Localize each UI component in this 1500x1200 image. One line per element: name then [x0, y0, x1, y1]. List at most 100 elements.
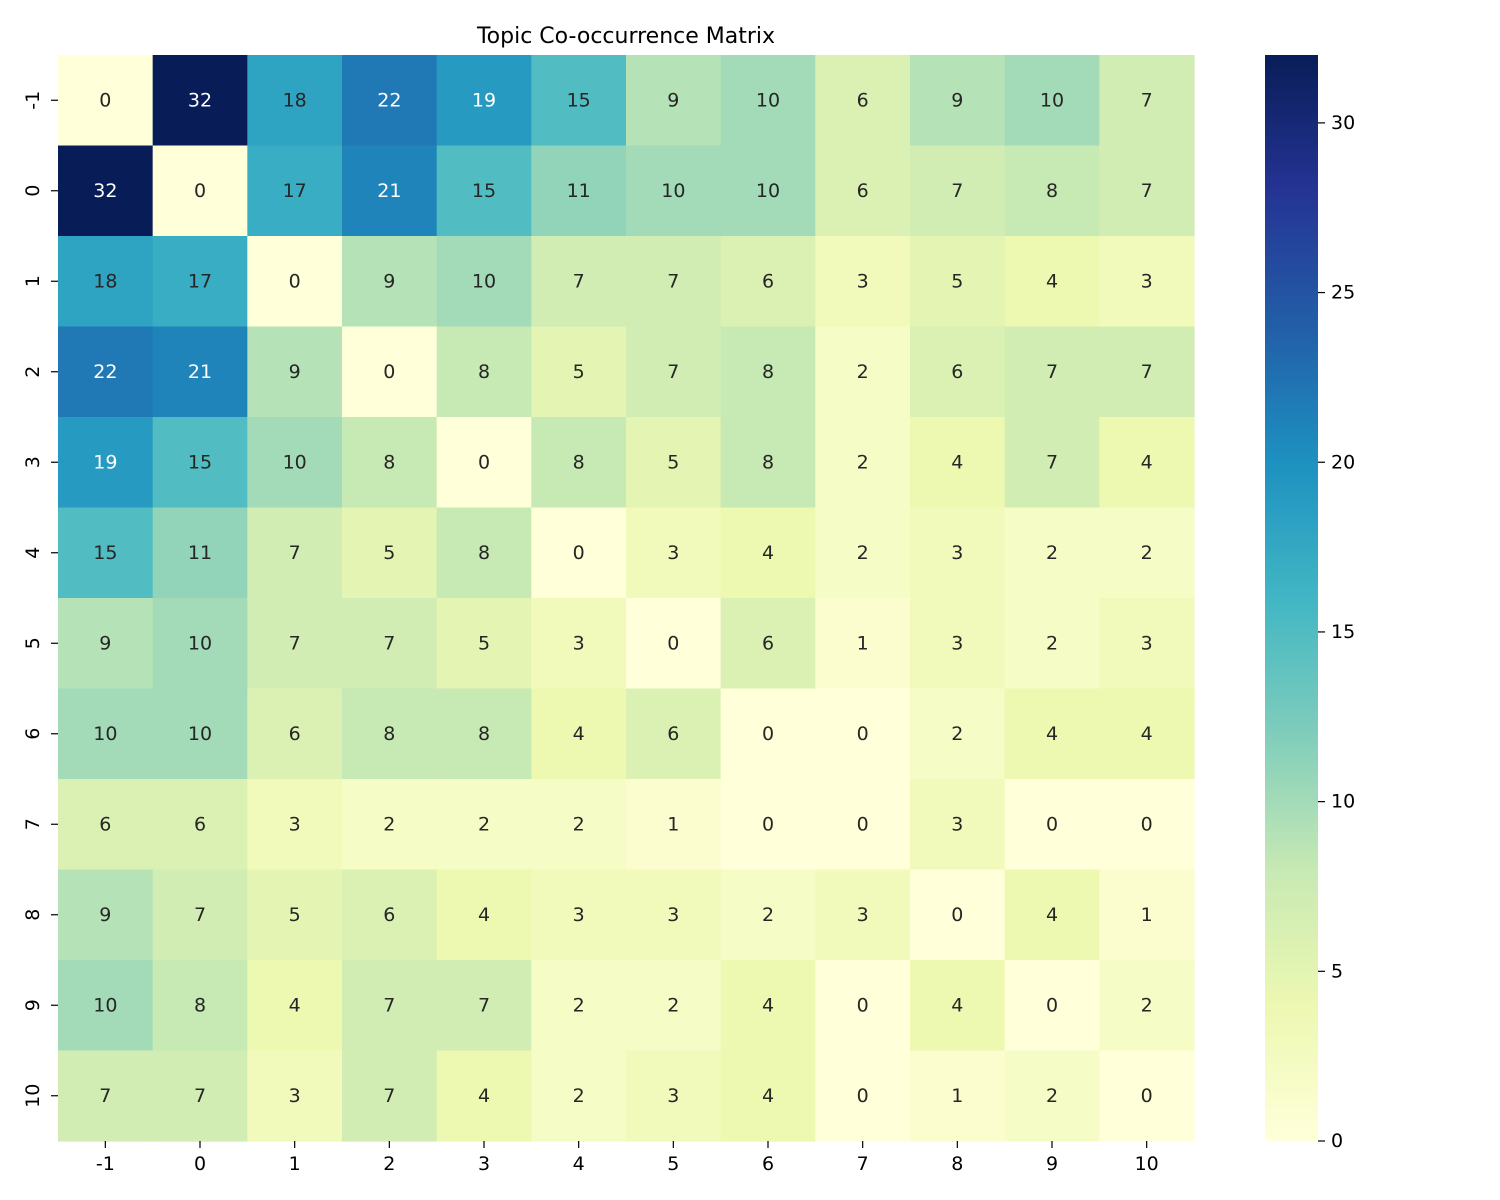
heatmap-cell [152, 417, 248, 509]
heatmap-cell [815, 598, 911, 690]
cell-value-label: 0 [573, 542, 585, 564]
cell-value-label: 2 [857, 542, 869, 564]
cell-value-label: 5 [478, 632, 490, 654]
heatmap-cell [1099, 1050, 1195, 1142]
cell-value-label: 8 [573, 451, 585, 473]
cell-value-label: 4 [1046, 723, 1058, 745]
heatmap-cell [626, 779, 722, 871]
cell-value-label: 1 [951, 1085, 963, 1107]
heatmap-cell [910, 779, 1006, 871]
heatmap-cell [720, 417, 816, 509]
cell-value-label: 0 [667, 632, 679, 654]
cell-value-label: 3 [667, 542, 679, 564]
heatmap-cell [342, 598, 438, 690]
cell-value-label: 4 [1141, 451, 1153, 473]
cell-value-label: 5 [667, 451, 679, 473]
y-tick-label: 1 [22, 275, 44, 287]
cell-value-label: 3 [289, 1085, 301, 1107]
heatmap-cell [626, 598, 722, 690]
colorbar-gradient [1265, 55, 1318, 1141]
cell-value-label: 4 [762, 994, 774, 1016]
cell-value-label: 15 [472, 180, 496, 202]
heatmap-cell [342, 960, 438, 1052]
heatmap-cell [720, 598, 816, 690]
heatmap-cell [626, 960, 722, 1052]
heatmap-cell [247, 55, 343, 147]
cell-value-label: 8 [478, 361, 490, 383]
heatmap-cell [531, 869, 627, 961]
y-tick-label: 3 [22, 456, 44, 468]
heatmap-cell [626, 55, 722, 147]
heatmap-cell [815, 869, 911, 961]
cell-value-label: 7 [1046, 361, 1058, 383]
heatmap-cell [910, 55, 1006, 147]
heatmap-cell [247, 417, 343, 509]
cell-value-label: 8 [478, 723, 490, 745]
heatmap-cell [910, 507, 1006, 599]
cell-value-label: 21 [188, 361, 212, 383]
x-tick-label: -1 [96, 1153, 115, 1175]
cell-value-label: 2 [1046, 632, 1058, 654]
heatmap-cell [1004, 688, 1100, 780]
cell-value-label: 8 [762, 451, 774, 473]
cell-value-label: 3 [857, 904, 869, 926]
heatmap-cell [58, 145, 154, 237]
cell-value-label: 7 [951, 180, 963, 202]
cell-value-label: 21 [377, 180, 401, 202]
heatmap-cell [58, 598, 154, 690]
cell-value-label: 19 [93, 451, 117, 473]
colorbar-tick-label: 0 [1331, 1130, 1343, 1152]
heatmap-cell [342, 869, 438, 961]
cell-value-label: 1 [667, 813, 679, 835]
cell-value-label: 3 [951, 542, 963, 564]
heatmap-cell [910, 960, 1006, 1052]
heatmap-cell [910, 869, 1006, 961]
heatmap-cell [815, 326, 911, 418]
cell-value-label: 0 [1046, 994, 1058, 1016]
cell-value-label: 4 [951, 451, 963, 473]
cell-value-label: 0 [383, 361, 395, 383]
heatmap-cell [531, 145, 627, 237]
cell-value-label: 9 [383, 270, 395, 292]
heatmap-cells [58, 55, 1195, 1142]
cell-value-label: 7 [383, 994, 395, 1016]
cell-value-label: 0 [857, 994, 869, 1016]
cell-value-label: 0 [99, 89, 111, 111]
x-axis-ticks: -1 0 1 2 3 4 5 6 7 8 9 10 [96, 1141, 1159, 1175]
heatmap-cell [531, 326, 627, 418]
heatmap-cell [720, 1050, 816, 1142]
heatmap-cell [1004, 1050, 1100, 1142]
cell-value-label: 7 [383, 632, 395, 654]
cell-value-label: 0 [857, 813, 869, 835]
heatmap-cell [720, 236, 816, 328]
cell-value-label: 2 [762, 904, 774, 926]
heatmap-cell [247, 960, 343, 1052]
heatmap-cell [720, 688, 816, 780]
heatmap-cell [436, 869, 532, 961]
heatmap-cell [436, 145, 532, 237]
heatmap-cell [626, 688, 722, 780]
heatmap-cell [1004, 507, 1100, 599]
cell-value-label: 17 [283, 180, 307, 202]
heatmap-cell [626, 236, 722, 328]
cell-value-label: 6 [857, 180, 869, 202]
cell-value-label: 10 [756, 180, 780, 202]
cell-value-label: 32 [188, 89, 212, 111]
cell-value-label: 6 [194, 813, 206, 835]
heatmap-cell [152, 236, 248, 328]
cell-value-label: 4 [478, 1085, 490, 1107]
colorbar-tick-label: 25 [1331, 282, 1355, 304]
heatmap-cell [58, 417, 154, 509]
cell-value-label: 4 [1046, 904, 1058, 926]
cell-value-label: 5 [289, 904, 301, 926]
x-tick-label: 9 [1046, 1153, 1058, 1175]
heatmap-cell [531, 779, 627, 871]
cell-value-label: 7 [289, 542, 301, 564]
cell-value-label: 7 [573, 270, 585, 292]
heatmap-cell [531, 960, 627, 1052]
cell-value-label: 9 [99, 632, 111, 654]
heatmap-cell [531, 55, 627, 147]
cell-value-label: 1 [1141, 904, 1153, 926]
cell-value-label: 6 [667, 723, 679, 745]
cell-value-label: 7 [667, 270, 679, 292]
